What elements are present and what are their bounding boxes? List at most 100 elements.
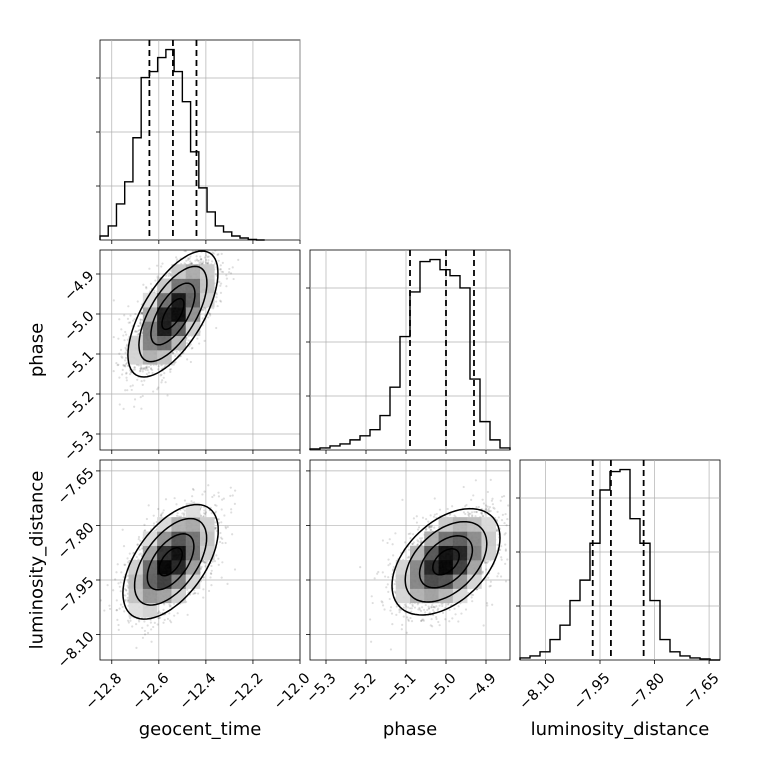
scatter-point: [172, 352, 174, 354]
scatter-point: [221, 253, 223, 255]
scatter-point: [221, 542, 223, 544]
scatter-point: [193, 489, 195, 491]
scatter-point: [230, 511, 232, 513]
scatter-point: [165, 381, 167, 383]
scatter-point: [153, 290, 155, 292]
scatter-point: [218, 260, 220, 262]
scatter-point: [221, 576, 223, 578]
scatter-point: [133, 318, 135, 320]
scatter-point: [151, 369, 153, 371]
density-cell: [200, 264, 215, 279]
scatter-point: [148, 372, 150, 374]
scatter-point: [115, 362, 117, 364]
scatter-point: [196, 255, 198, 257]
scatter-point: [160, 374, 162, 376]
scatter-point: [230, 508, 232, 510]
scatter-point: [214, 227, 216, 229]
scatter-point: [127, 305, 129, 307]
scatter-point: [163, 372, 165, 374]
scatter-point: [223, 514, 225, 516]
scatter-point: [157, 508, 159, 510]
scatter-point: [115, 571, 117, 573]
scatter-point: [184, 499, 186, 501]
scatter-point: [124, 347, 126, 349]
scatter-point: [161, 263, 163, 265]
scatter-point: [133, 367, 135, 369]
scatter-point: [167, 618, 169, 620]
scatter-point: [140, 319, 142, 321]
scatter-point: [203, 509, 205, 511]
scatter-point: [131, 625, 133, 627]
scatter-point: [210, 584, 212, 586]
scatter-point: [219, 241, 221, 243]
scatter-point: [139, 322, 141, 324]
scatter-point: [189, 246, 191, 248]
scatter-point: [211, 570, 213, 572]
scatter-point: [203, 491, 205, 493]
scatter-point: [204, 565, 206, 567]
scatter-point: [160, 265, 162, 267]
scatter-point: [215, 296, 217, 298]
scatter-point: [180, 243, 182, 245]
scatter-point: [124, 594, 126, 596]
scatter-point: [148, 504, 150, 506]
scatter-point: [129, 385, 131, 387]
scatter-point: [144, 633, 146, 635]
scatter-point: [173, 362, 175, 364]
scatter-point: [119, 608, 121, 610]
scatter-point: [204, 256, 206, 258]
scatter-point: [166, 394, 168, 396]
scatter-point: [210, 572, 212, 574]
scatter-point: [134, 369, 136, 371]
scatter-point: [198, 262, 200, 264]
scatter-point: [122, 606, 124, 608]
scatter-point: [215, 327, 217, 329]
scatter-point: [138, 325, 140, 327]
scatter-point: [211, 235, 213, 237]
scatter-point: [177, 612, 179, 614]
scatter-point: [211, 260, 213, 262]
scatter-point: [139, 540, 141, 542]
scatter-point: [156, 265, 158, 267]
scatter-point: [210, 565, 212, 567]
scatter-point: [215, 300, 217, 302]
scatter-point: [126, 585, 128, 587]
scatter-point: [140, 396, 142, 398]
scatter-point: [232, 266, 234, 268]
scatter-point: [106, 584, 108, 586]
scatter-point: [226, 583, 228, 585]
scatter-point: [118, 318, 120, 320]
scatter-point: [141, 367, 143, 369]
scatter-point: [186, 589, 188, 591]
scatter-point: [176, 351, 178, 353]
scatter-point: [204, 340, 206, 342]
scatter-point: [118, 353, 120, 355]
scatter-point: [175, 503, 177, 505]
scatter-point: [150, 628, 152, 630]
scatter-point: [146, 518, 148, 520]
scatter-point: [225, 274, 227, 276]
scatter-point: [120, 571, 122, 573]
scatter-point: [168, 603, 170, 605]
scatter-points: [99, 449, 241, 649]
scatter-point: [117, 624, 119, 626]
scatter-point: [152, 626, 154, 628]
scatter-point: [207, 259, 209, 261]
scatter-point: [131, 389, 133, 391]
scatter-point: [187, 614, 189, 616]
scatter-point: [234, 568, 236, 570]
scatter-point: [173, 615, 175, 617]
scatter-point: [150, 283, 152, 285]
scatter-point: [198, 342, 200, 344]
scatter-point: [225, 527, 227, 529]
scatter-point: [218, 281, 220, 283]
scatter-point: [190, 262, 192, 264]
scatter-point: [168, 275, 170, 277]
scatter-point: [123, 339, 125, 341]
scatter-point: [161, 379, 163, 381]
scatter-point: [154, 622, 156, 624]
scatter-point: [221, 561, 223, 563]
scatter-point: [134, 398, 136, 400]
scatter-point: [142, 637, 144, 639]
